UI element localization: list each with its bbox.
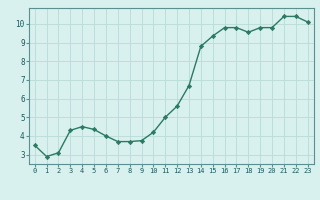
Text: Humidex (Indice chaleur): Humidex (Indice chaleur) xyxy=(95,182,225,192)
